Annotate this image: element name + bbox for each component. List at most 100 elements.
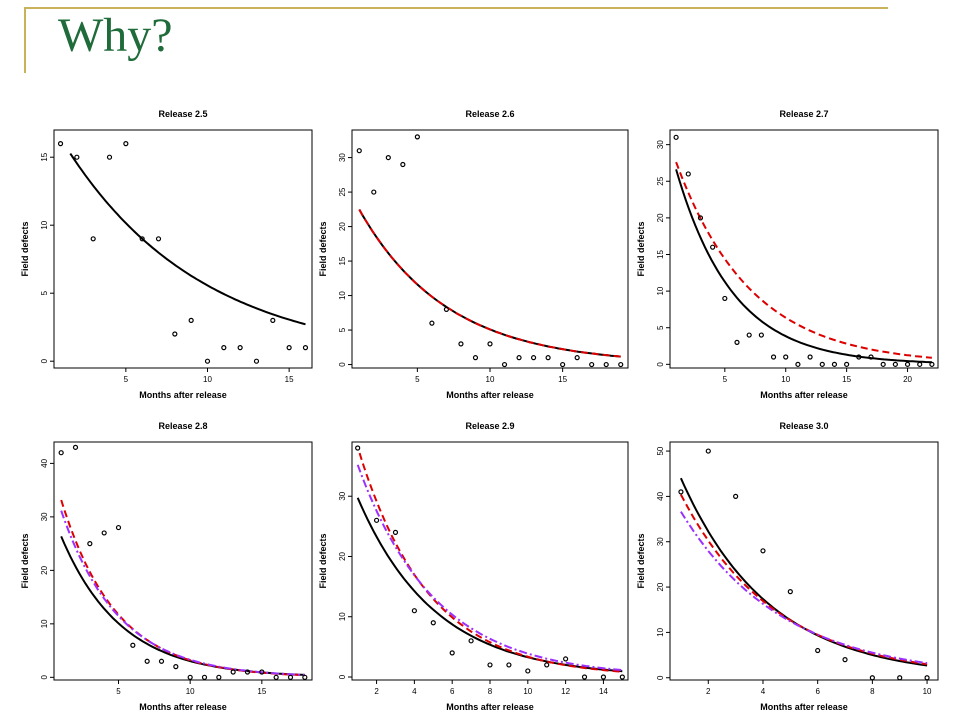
data-point: [544, 662, 550, 668]
x-axis-label: Months after release: [139, 702, 227, 712]
data-point: [760, 548, 766, 554]
data-point: [710, 244, 716, 250]
y-tick-label: 0: [656, 675, 665, 680]
top-accent-line: [24, 7, 888, 9]
y-tick-label: 10: [338, 291, 347, 300]
y-tick-label: 10: [656, 286, 665, 295]
y-tick-label: 40: [40, 458, 49, 467]
data-point: [758, 332, 764, 338]
data-point: [904, 361, 911, 367]
data-point: [819, 361, 825, 367]
data-point: [90, 236, 96, 242]
data-point: [722, 295, 728, 302]
data-point: [106, 154, 113, 160]
data-point: [87, 541, 93, 547]
x-tick-label: 5: [116, 687, 121, 696]
data-point: [783, 354, 789, 360]
data-point: [273, 674, 279, 680]
data-point: [230, 669, 236, 675]
y-tick-label: 15: [656, 249, 665, 258]
fit-curve-dashdot: [60, 510, 305, 676]
chart-release-2-9: Release 2.9 2 4 6 8 10 12 14 0 10 20 30 Months after…: [318, 421, 629, 712]
data-point: [869, 675, 875, 681]
data-point: [172, 331, 178, 337]
data-point: [734, 339, 740, 345]
y-tick-label: 30: [40, 512, 49, 521]
data-point: [72, 444, 79, 450]
data-point: [917, 361, 923, 367]
y-tick-label: 20: [656, 582, 665, 591]
data-point: [733, 493, 739, 500]
fit-curve-solid: [60, 536, 305, 676]
data-point: [673, 134, 679, 140]
data-point: [430, 620, 436, 626]
data-point: [746, 332, 752, 338]
data-point: [287, 674, 294, 680]
plot-frame: [53, 441, 313, 681]
x-tick-label: 4: [412, 687, 417, 696]
data-point: [458, 341, 464, 347]
data-point: [188, 317, 194, 323]
y-tick-label: 15: [338, 256, 347, 265]
y-tick-label: 40: [656, 491, 665, 500]
data-point: [897, 675, 903, 681]
data-point: [187, 674, 193, 680]
x-tick-label: 12: [561, 687, 570, 696]
y-tick-label: 30: [656, 140, 665, 149]
data-point: [678, 489, 684, 495]
y-tick-label: 20: [338, 551, 347, 560]
x-axis-label: Months after release: [446, 702, 534, 712]
data-point: [603, 361, 609, 368]
plot-frame: [669, 441, 939, 681]
chart-release-3-0: Release 3.0 2 4 6 8 10 0 10 20 30 40 50 Months after…: [636, 421, 939, 712]
data-point: [545, 355, 551, 361]
x-tick-label: 6: [450, 687, 455, 696]
data-point: [685, 171, 691, 177]
data-point: [144, 658, 150, 664]
x-tick-label: 8: [870, 687, 875, 696]
fit-curve-dashed: [675, 161, 932, 359]
x-tick-label: 5: [124, 375, 129, 384]
fit-curve-solid: [675, 169, 932, 364]
data-point: [487, 662, 493, 668]
data-point: [371, 189, 377, 195]
y-tick-label: 20: [338, 222, 347, 231]
data-point: [429, 320, 435, 326]
fit-curve-dashed: [358, 452, 623, 673]
data-point: [880, 361, 886, 367]
data-point: [563, 656, 569, 662]
y-tick-label: 30: [656, 537, 665, 546]
chart-title: Release 2.9: [465, 421, 514, 431]
chart-title: Release 2.6: [465, 109, 514, 119]
data-point: [411, 608, 417, 614]
y-tick-label: 0: [40, 358, 49, 363]
data-point: [204, 358, 211, 364]
x-tick-label: 15: [285, 375, 294, 384]
data-point: [216, 674, 222, 680]
data-point: [574, 355, 580, 361]
fit-curve-dashdot: [680, 511, 928, 665]
y-axis-label: Field defects: [318, 533, 328, 588]
plot-frame: [669, 129, 939, 369]
y-tick-label: 10: [656, 627, 665, 636]
y-tick-label: 10: [338, 612, 347, 621]
y-axis-label: Field defects: [318, 221, 328, 276]
fit-curve-dashed: [358, 209, 621, 358]
data-point: [697, 215, 704, 221]
y-axis-label: Field defects: [636, 533, 646, 588]
data-point: [844, 361, 850, 367]
x-axis-label: Months after release: [446, 390, 534, 400]
y-tick-label: 25: [338, 187, 347, 196]
data-point: [831, 361, 838, 367]
x-tick-label: 2: [706, 687, 711, 696]
x-tick-label: 5: [723, 375, 728, 384]
data-point: [892, 361, 898, 367]
x-tick-label: 4: [761, 687, 766, 696]
x-tick-label: 6: [815, 687, 820, 696]
x-tick-label: 15: [842, 375, 851, 384]
y-tick-label: 0: [40, 675, 49, 680]
data-point: [392, 529, 399, 535]
y-tick-label: 15: [40, 152, 49, 161]
data-point: [487, 341, 493, 347]
chart-title: Release 3.0: [779, 421, 828, 431]
